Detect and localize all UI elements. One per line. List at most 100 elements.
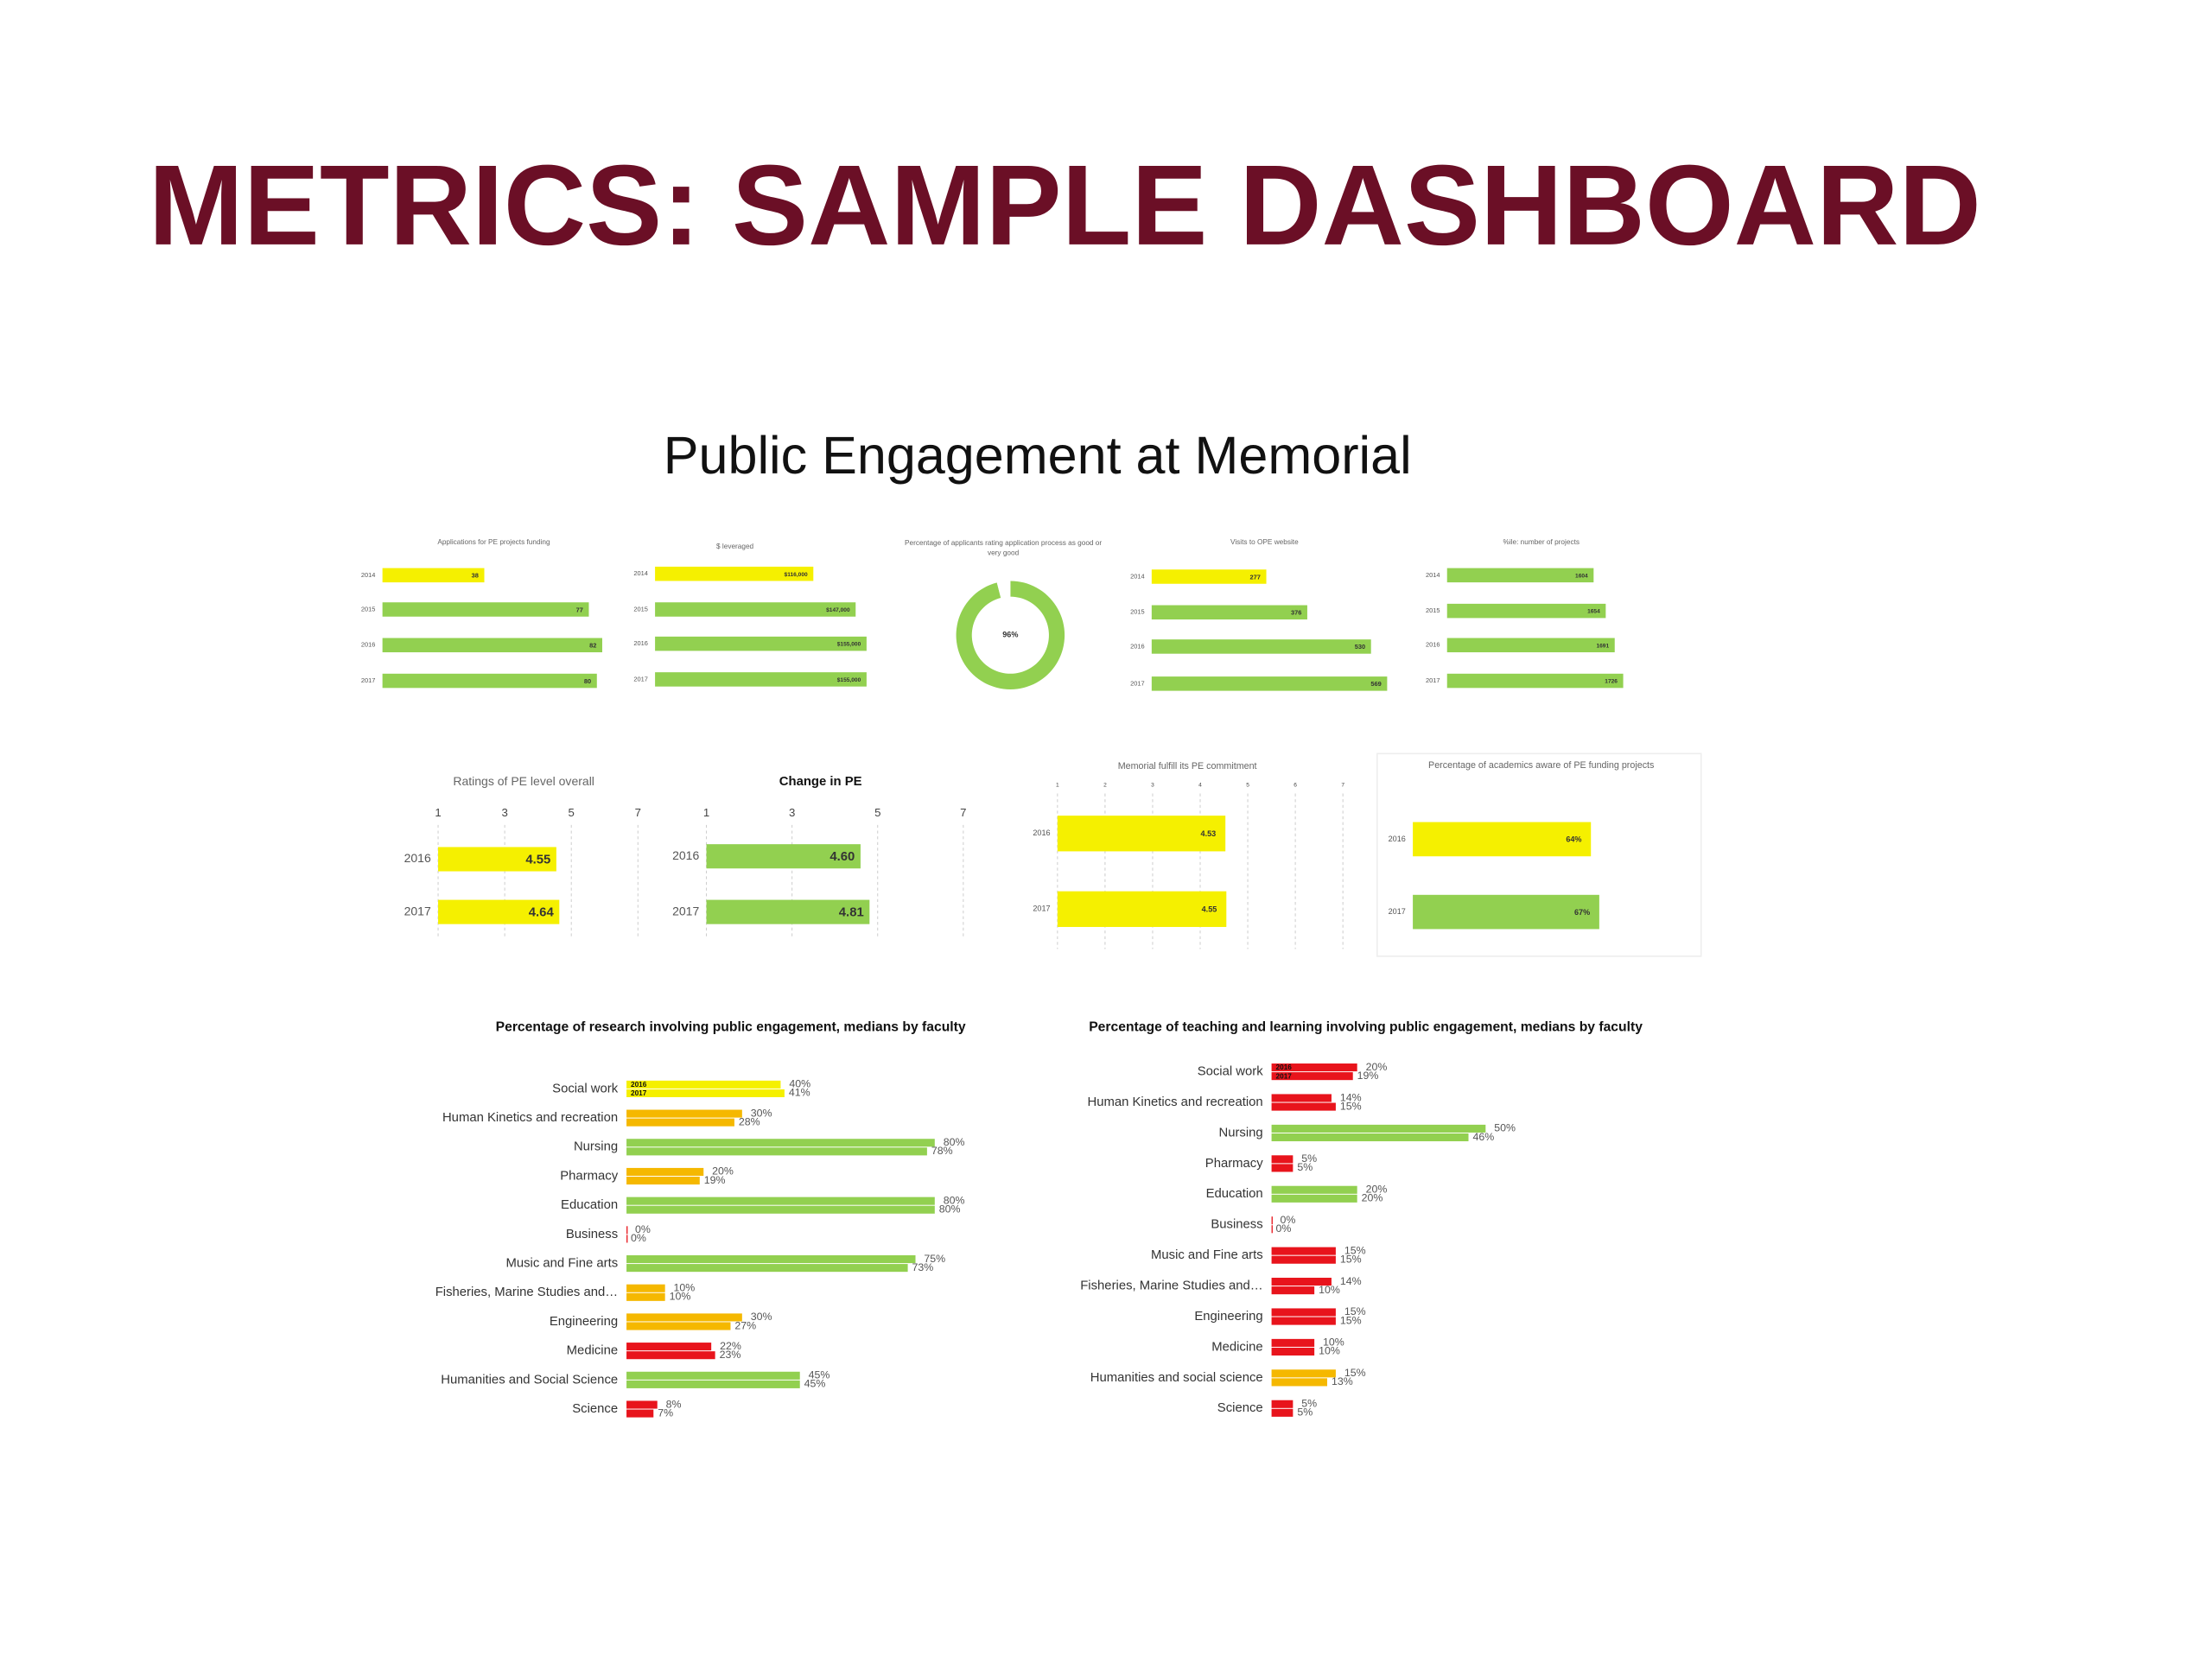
data-label: 569 (1370, 680, 1381, 688)
bar (626, 1139, 935, 1147)
bar (626, 1409, 654, 1418)
data-label: 376 (1291, 609, 1301, 617)
data-label: 10% (1319, 1284, 1340, 1296)
data-label: 67% (1574, 908, 1590, 917)
y-tick-label: 2016 (404, 851, 431, 865)
chart-title-box: Percentage of applicants rating applicat… (904, 539, 1103, 558)
data-label: 78% (931, 1145, 953, 1157)
bar (1413, 894, 1599, 930)
data-label: $155,000 (837, 642, 861, 648)
chart-title: Percentage of academics aware of PE fund… (1428, 760, 1655, 771)
x-tick-label: 7 (1341, 782, 1344, 788)
bar (626, 1147, 927, 1156)
bar (438, 899, 560, 924)
y-tick-label: 2015 (1130, 608, 1145, 616)
y-tick-label: Education (1206, 1187, 1263, 1201)
bar (1151, 569, 1267, 584)
data-label: 20% (1366, 1061, 1388, 1073)
data-label: 80 (584, 677, 591, 685)
data-label: 5% (1297, 1406, 1313, 1419)
bar (626, 1351, 715, 1360)
data-label: 82 (589, 642, 596, 650)
bar (626, 1197, 935, 1205)
bar (1271, 1133, 1469, 1142)
bar (626, 1322, 731, 1330)
y-tick-label: 2014 (361, 571, 376, 579)
y-tick-label: Human Kinetics and recreation (1087, 1095, 1262, 1109)
data-label: 19% (704, 1174, 726, 1186)
y-tick-label: 2016 (1033, 828, 1050, 837)
y-tick-label: Pharmacy (1205, 1157, 1263, 1171)
bar (655, 602, 856, 617)
chart-title: Visits to OPE website (1230, 538, 1299, 546)
bar (626, 1254, 916, 1264)
data-label: $155,000 (837, 677, 861, 683)
x-tick-label: 1 (435, 806, 441, 819)
y-tick-label: Music and Fine arts (1151, 1248, 1263, 1262)
y-tick-label: 2015 (1426, 606, 1440, 614)
bar (1271, 1063, 1357, 1072)
data-label: $147,000 (826, 607, 850, 613)
data-label: 4.81 (839, 905, 864, 919)
chart-title: Change in PE (779, 775, 862, 789)
x-tick-label: 2 (1103, 782, 1107, 788)
data-label: 46% (1472, 1131, 1494, 1143)
bar (1413, 822, 1592, 857)
data-label: 0% (631, 1232, 646, 1244)
y-tick-label: 2017 (633, 675, 648, 682)
legend-label: 2017 (1276, 1072, 1293, 1080)
data-label: 1604 (1575, 573, 1588, 579)
y-tick-label: 2016 (1426, 641, 1440, 649)
bar (1271, 1369, 1336, 1378)
bar (626, 1089, 785, 1097)
x-tick-label: 1 (703, 806, 709, 819)
y-tick-label: Fisheries, Marine Studies and… (435, 1286, 618, 1299)
y-tick-label: Social work (1198, 1065, 1264, 1079)
legend-label: 2016 (1276, 1063, 1293, 1071)
data-label: 14% (1340, 1275, 1362, 1287)
data-label: 45% (809, 1369, 830, 1381)
data-label: 30% (751, 1107, 772, 1119)
chart-title: %ile: number of projects (1503, 538, 1580, 546)
data-label: 1726 (1605, 679, 1618, 685)
data-label: 13% (1332, 1375, 1353, 1387)
data-label: 1654 (1587, 609, 1600, 615)
chart-title: Applications for PE projects funding (437, 538, 550, 546)
x-tick-label: 1 (1056, 782, 1059, 788)
bar (626, 1226, 628, 1235)
y-tick-label: 2017 (1389, 907, 1406, 916)
y-tick-label: Engineering (550, 1315, 618, 1329)
data-label: 15% (1344, 1305, 1366, 1317)
bar (1057, 816, 1226, 852)
y-tick-label: Engineering (1194, 1310, 1262, 1324)
y-tick-label: 2016 (672, 848, 699, 862)
dashboard-title: Public Engagement at Memorial (664, 426, 1412, 485)
data-label: 7% (658, 1406, 673, 1419)
data-label: 1691 (1596, 643, 1609, 649)
y-tick-label: Business (566, 1228, 618, 1241)
data-label: 15% (1340, 1100, 1362, 1112)
bar (1271, 1286, 1315, 1295)
bar (655, 672, 867, 687)
data-label: 20% (712, 1165, 734, 1178)
bar (626, 1292, 665, 1301)
data-label: 80% (944, 1194, 965, 1206)
data-label: 10% (674, 1281, 696, 1293)
bar (626, 1264, 908, 1273)
y-tick-label: Humanities and social science (1090, 1371, 1263, 1385)
y-tick-label: 2017 (404, 904, 431, 917)
bar (1151, 639, 1371, 654)
chart-title: Percentage of applicants rating applicat… (904, 539, 1103, 558)
y-tick-label: Medicine (1211, 1340, 1262, 1354)
data-label: 45% (804, 1378, 826, 1390)
y-tick-label: Human Kinetics and recreation (442, 1111, 618, 1125)
data-label: 22% (720, 1340, 741, 1352)
data-label: 15% (1344, 1244, 1366, 1256)
y-tick-label: Science (572, 1402, 618, 1416)
data-label: 19% (1357, 1070, 1379, 1082)
bar (1271, 1194, 1357, 1203)
bar (706, 899, 870, 924)
bar (626, 1371, 800, 1380)
bar (1271, 1338, 1315, 1347)
